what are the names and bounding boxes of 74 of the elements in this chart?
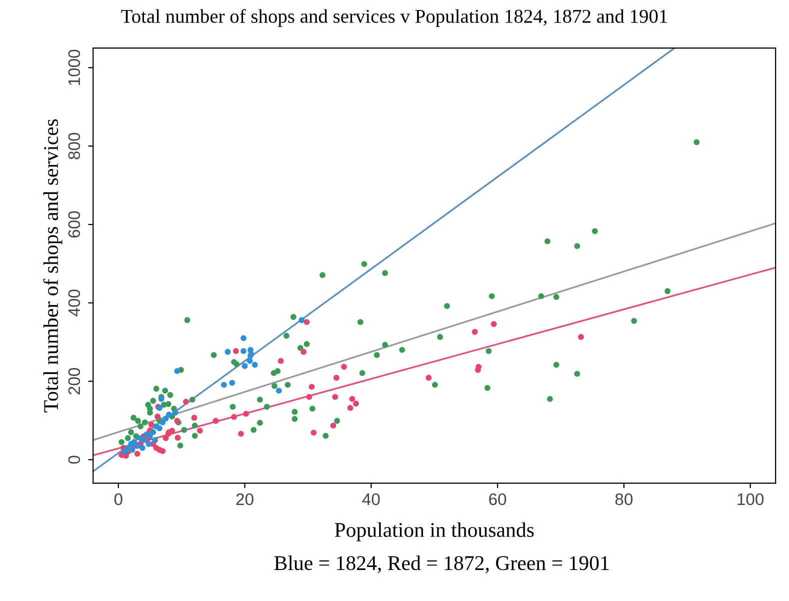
x-tick-label: 20 (236, 493, 254, 506)
point (172, 410, 178, 416)
point (304, 319, 310, 326)
point (310, 430, 317, 436)
point (332, 394, 338, 400)
point (306, 394, 312, 400)
point (191, 414, 198, 421)
point (298, 317, 305, 324)
point (212, 418, 219, 424)
point (243, 410, 249, 417)
point (146, 441, 152, 447)
y-tick-label: 400 (68, 290, 80, 316)
point (156, 425, 162, 432)
point (308, 384, 315, 390)
y-tick-label: 0 (68, 456, 80, 464)
point (160, 419, 166, 426)
point (252, 362, 258, 368)
x-tick-label: 40 (362, 493, 380, 506)
point (229, 380, 236, 386)
point (347, 404, 354, 411)
point (131, 439, 138, 445)
point (490, 321, 497, 327)
point (353, 400, 359, 407)
x-axis-title: Population in thousands (334, 522, 534, 542)
point (246, 358, 253, 364)
point (248, 346, 254, 353)
x-tick-label: 60 (489, 493, 506, 506)
point (349, 396, 356, 402)
point (147, 433, 153, 440)
point (231, 414, 237, 420)
point (162, 435, 169, 442)
point (276, 388, 282, 394)
point (426, 374, 432, 381)
point (122, 448, 128, 455)
point (174, 434, 181, 441)
text: Blue = 1824, Red = 1872, Green = 1901 (274, 555, 609, 574)
x-tick-label: 0 (114, 493, 122, 506)
y-tick-label: 800 (68, 132, 80, 160)
x-tick-label: 100 (738, 493, 764, 506)
chart-title: Total number of shops and services v Population 1824, 1872 and 1901 (121, 9, 667, 27)
point (160, 448, 166, 454)
point (242, 363, 248, 369)
point (134, 450, 140, 457)
point (278, 358, 284, 364)
point (152, 437, 158, 444)
point (330, 422, 336, 429)
point (341, 364, 347, 370)
point (174, 368, 180, 374)
point (154, 414, 161, 420)
point (238, 430, 244, 437)
x-tick-label: 80 (615, 493, 633, 506)
point (140, 437, 147, 444)
point (333, 374, 340, 381)
point (232, 348, 239, 354)
point (578, 334, 584, 340)
point (166, 412, 172, 418)
y-tick-label: 600 (68, 211, 80, 238)
point (196, 428, 203, 434)
point (162, 416, 169, 422)
y-tick-label: 1000 (68, 50, 80, 85)
point (148, 421, 154, 428)
point (240, 335, 246, 342)
point (220, 382, 227, 388)
point (224, 348, 231, 355)
point (134, 443, 140, 449)
point (300, 348, 306, 355)
y-tick-label: 200 (68, 368, 80, 394)
point (150, 429, 156, 436)
point (139, 444, 146, 451)
point (240, 348, 246, 354)
point (472, 328, 478, 335)
y-axis-title: Total number of shops and services (43, 119, 62, 412)
point (129, 446, 136, 453)
point (183, 398, 189, 405)
